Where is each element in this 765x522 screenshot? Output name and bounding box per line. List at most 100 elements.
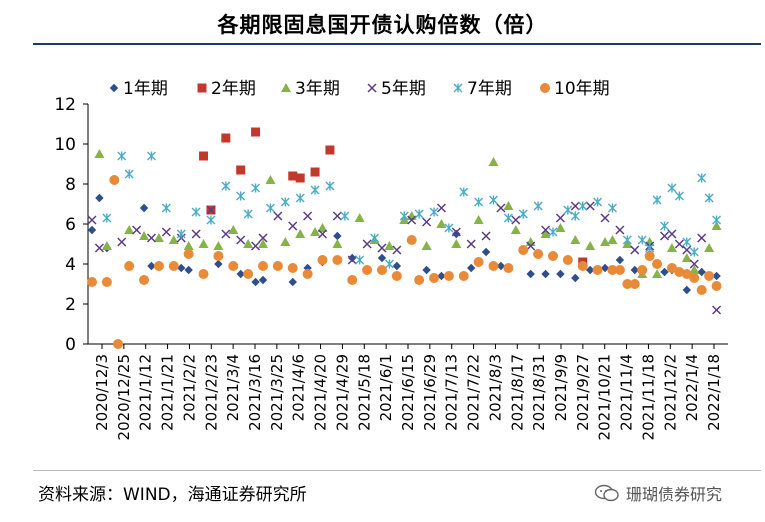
data-point	[459, 187, 469, 197]
legend-item: 10年期	[540, 79, 610, 99]
data-point	[295, 173, 305, 183]
data-point	[236, 165, 246, 175]
data-point	[682, 245, 692, 255]
watermark-text: 珊瑚债券研究	[626, 485, 723, 504]
data-point	[287, 263, 298, 273]
data-point	[362, 239, 372, 249]
x-tick-label: 2021/12/2	[661, 354, 679, 431]
source-note: 资料来源：WIND，海通证券研究所	[38, 485, 307, 505]
data-point	[422, 217, 432, 227]
legend: 1年期 2年期 3年期 5年期 7年期 10年期	[109, 79, 610, 99]
data-point	[340, 211, 350, 221]
watermark: 珊瑚债券研究	[594, 481, 722, 505]
data-point	[153, 233, 164, 242]
x-tick-label: 2021/1/12	[137, 354, 155, 431]
data-point	[273, 211, 283, 221]
data-point	[689, 273, 700, 283]
data-point	[443, 271, 454, 281]
data-point	[570, 235, 581, 244]
data-point	[637, 265, 648, 275]
data-point	[712, 271, 721, 281]
data-point	[622, 279, 633, 289]
x-tick-label: 2021/8/17	[508, 354, 526, 431]
data-point	[444, 223, 454, 233]
data-point	[681, 253, 692, 262]
x-tick-label: 2021/9/27	[574, 354, 592, 431]
data-point	[377, 253, 387, 263]
data-point	[607, 235, 618, 244]
data-point	[317, 229, 328, 239]
data-point	[332, 255, 343, 265]
data-point	[184, 265, 193, 275]
data-point	[667, 229, 677, 239]
data-point	[630, 265, 639, 275]
data-point	[437, 271, 446, 281]
x-tick-label: 2021/9/9	[552, 354, 570, 421]
data-point	[295, 193, 305, 203]
legend-item: 1年期	[109, 79, 168, 99]
data-point	[526, 269, 535, 279]
data-point	[406, 235, 417, 245]
data-point	[712, 305, 722, 315]
data-point	[585, 241, 596, 250]
data-point	[503, 213, 513, 223]
data-point	[161, 203, 171, 213]
y-tick-label: 4	[65, 255, 76, 275]
data-point	[310, 185, 320, 195]
y-axis: 0 2 4 6 8 10 12	[54, 95, 89, 355]
data-point	[533, 201, 543, 211]
data-point	[697, 267, 706, 277]
data-point	[593, 197, 603, 207]
data-point	[488, 157, 499, 166]
data-point	[503, 201, 514, 210]
data-point	[555, 223, 566, 232]
y-tick-label: 12	[54, 95, 76, 115]
legend-item: 7年期	[453, 79, 512, 99]
data-point	[451, 239, 462, 248]
data-point	[652, 269, 663, 278]
x-tick-label: 2021/11/4	[618, 354, 636, 431]
data-point	[325, 145, 335, 155]
x-tick-label: 2021/8/31	[530, 354, 548, 431]
data-point	[600, 263, 610, 273]
data-point	[488, 261, 499, 271]
data-point	[213, 251, 224, 261]
data-point	[94, 243, 104, 253]
data-point	[467, 263, 476, 273]
data-point	[124, 169, 134, 179]
data-point	[310, 167, 320, 177]
x-tick-label: 2021/3/16	[246, 354, 264, 431]
data-point	[295, 229, 306, 238]
data-point	[288, 277, 297, 287]
x-tick-label: 2021/11/18	[639, 354, 657, 440]
data-point	[436, 219, 447, 228]
data-point	[452, 229, 461, 239]
data-point	[370, 233, 380, 243]
series-x	[87, 201, 722, 315]
data-point	[258, 261, 269, 271]
data-point	[630, 245, 640, 255]
data-point	[94, 149, 105, 158]
legend-marker	[367, 83, 377, 93]
data-point	[481, 247, 491, 257]
data-point	[168, 235, 179, 244]
x-tick-label: 2021/6/15	[399, 354, 417, 431]
data-point	[600, 237, 611, 246]
x-tick-label: 2021/4/6	[290, 354, 308, 421]
legend-item: 3年期	[281, 79, 340, 99]
data-point	[258, 233, 268, 243]
chart-title: 各期限固息国开债认购倍数（倍）	[217, 13, 548, 37]
x-tick-label: 2020/12/3	[93, 354, 111, 431]
data-point	[637, 235, 647, 245]
data-point	[87, 225, 97, 235]
data-point	[147, 261, 156, 271]
data-point	[376, 265, 387, 275]
data-point	[113, 339, 124, 349]
data-point	[518, 209, 528, 219]
data-point	[473, 257, 484, 267]
data-point	[139, 231, 150, 240]
legend-label: 7年期	[467, 79, 512, 99]
data-point	[659, 231, 670, 241]
data-point	[191, 207, 201, 217]
data-point	[139, 275, 150, 285]
